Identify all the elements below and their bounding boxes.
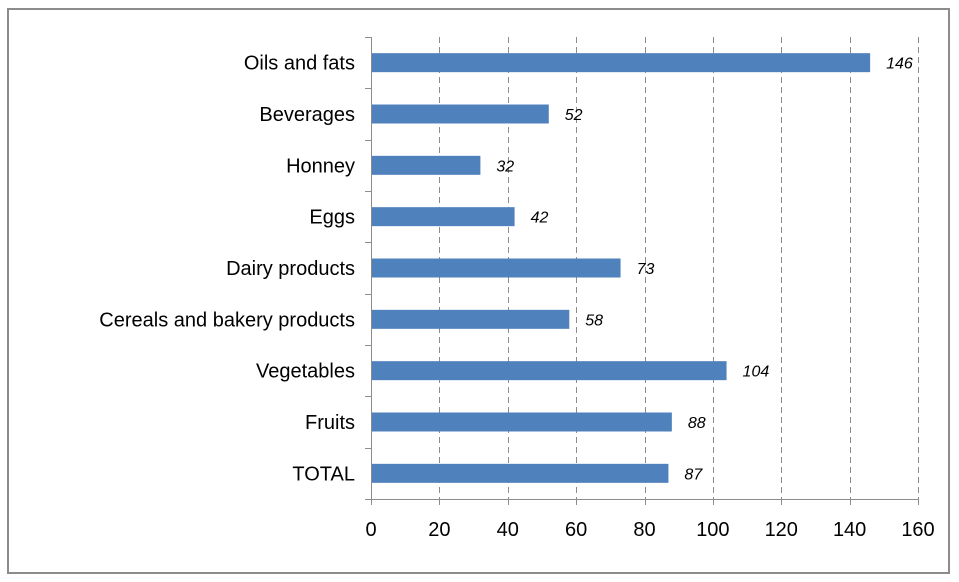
category-label-6: Vegetables <box>256 361 355 383</box>
category-label-1: Beverages <box>259 104 355 126</box>
category-label-2: Honney <box>286 155 355 177</box>
data-label-7: 88 <box>688 415 706 432</box>
x-tick-label-0: 0 <box>365 519 376 541</box>
bar-3 <box>371 207 515 227</box>
bar-5 <box>371 309 570 329</box>
category-label-7: Fruits <box>305 412 355 434</box>
x-tick-label-40: 40 <box>497 519 519 541</box>
bar-0 <box>371 53 871 73</box>
category-label-4: Dairy products <box>226 258 355 280</box>
axes <box>365 37 919 505</box>
bars <box>371 53 871 483</box>
x-tick-label-160: 160 <box>901 519 934 541</box>
bar-6 <box>371 361 727 381</box>
data-label-3: 42 <box>531 210 549 227</box>
x-tick-label-140: 140 <box>833 519 866 541</box>
category-label-5: Cereals and bakery products <box>99 309 355 331</box>
bar-2 <box>371 155 481 175</box>
data-label-1: 52 <box>565 107 583 124</box>
x-tick-label-80: 80 <box>633 519 655 541</box>
bar-8 <box>371 463 669 483</box>
x-tick-label-120: 120 <box>765 519 798 541</box>
category-label-8: TOTAL <box>292 463 355 485</box>
x-tick-label-60: 60 <box>565 519 587 541</box>
chart-frame: 146 Oils and fats 52 Beverages 32 Honney 42 Egg… <box>7 8 950 574</box>
bar-1 <box>371 104 549 124</box>
data-label-8: 87 <box>684 466 703 483</box>
bar-7 <box>371 412 672 432</box>
category-label-3: Eggs <box>309 207 355 229</box>
bar-4 <box>371 258 621 278</box>
data-label-2: 32 <box>496 158 514 175</box>
labels: 146 Oils and fats 52 Beverages 32 Honney 42 Egg… <box>99 53 934 541</box>
data-label-6: 104 <box>743 364 770 381</box>
category-label-0: Oils and fats <box>244 53 355 75</box>
x-tick-label-20: 20 <box>428 519 450 541</box>
data-label-5: 58 <box>585 312 603 329</box>
x-tick-label-100: 100 <box>696 519 729 541</box>
data-label-0: 146 <box>886 56 913 73</box>
bar-chart: 146 Oils and fats 52 Beverages 32 Honney 42 Egg… <box>99 37 935 541</box>
data-label-4: 73 <box>637 261 655 278</box>
